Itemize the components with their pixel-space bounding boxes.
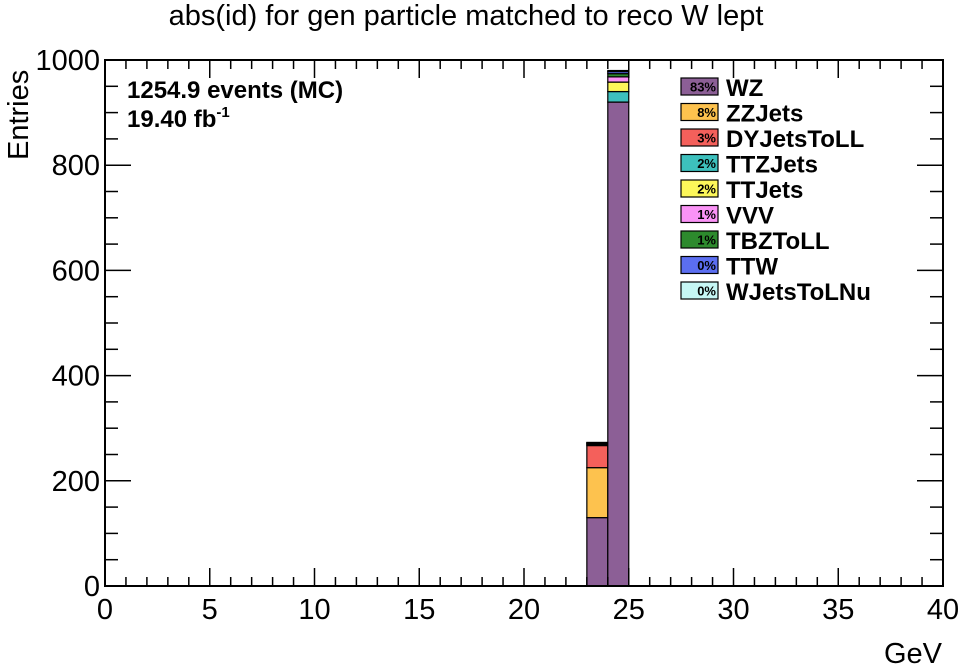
legend-label-WZ: WZ xyxy=(726,75,763,102)
legend-label-DYJetsToLL: DYJetsToLL xyxy=(726,126,864,153)
legend-label-VVV: VVV xyxy=(726,203,774,230)
x-tick-label: 10 xyxy=(298,594,330,626)
legend-label-TBZToLL: TBZToLL xyxy=(726,228,830,255)
bar-TTZJets-bin-1 xyxy=(607,90,630,103)
legend-swatch-TTW xyxy=(680,255,719,275)
legend-swatch-WJetsToLNu xyxy=(680,281,719,300)
x-axis-label: GeV xyxy=(884,638,943,669)
legend: 83% WZ 8% ZZJets 3% DYJetsToLL 2% TTZJets 2% TTJe… xyxy=(680,75,871,306)
y-tick-labels: 0 200 400 600 800 1000 xyxy=(35,45,100,603)
legend-percent-VVV: 1% xyxy=(697,207,716,222)
x-tick-label: 15 xyxy=(403,594,435,626)
legend-percent-TBZToLL: 1% xyxy=(697,233,716,248)
legend-swatch-VVV xyxy=(680,204,719,224)
luminosity-exponent: -1 xyxy=(216,104,229,121)
bar-ZZJets-bin-0 xyxy=(586,467,609,519)
axis-ticks xyxy=(104,59,944,587)
legend-label-WJetsToLNu: WJetsToLNu xyxy=(726,279,871,306)
legend-swatch-WZ xyxy=(680,77,719,96)
legend-swatch-TTJets xyxy=(680,179,719,198)
legend-label-TTJets: TTJets xyxy=(726,177,803,204)
y-tick-label: 0 xyxy=(84,571,100,603)
y-tick-label: 1000 xyxy=(35,45,100,77)
legend-swatch-TBZToLL xyxy=(680,230,719,249)
x-tick-label: 5 xyxy=(202,594,218,626)
legend-swatch-TTZJets xyxy=(680,153,719,173)
events-annotation: 1254.9 events (MC) xyxy=(127,77,343,104)
stacked-bars xyxy=(586,69,630,587)
bar-DYJetsToLL-bin-0 xyxy=(586,444,609,469)
legend-percent-WJetsToLNu: 0% xyxy=(697,284,716,299)
x-tick-label: 35 xyxy=(822,594,854,626)
legend-label-TTZJets: TTZJets xyxy=(726,152,818,179)
plot-frame xyxy=(104,59,944,587)
legend-label-TTW: TTW xyxy=(726,254,778,281)
chart-title: abs(id) for gen particle matched to reco… xyxy=(169,0,764,32)
bar-VVV-bin-1 xyxy=(607,76,630,83)
y-tick-label: 800 xyxy=(52,150,100,182)
legend-percent-TTZJets: 2% xyxy=(697,156,716,171)
x-tick-label: 40 xyxy=(927,594,959,626)
luminosity-annotation: 19.40 fb-1 xyxy=(127,104,230,133)
x-tick-labels: 0 5 10 15 20 25 30 35 40 xyxy=(97,594,959,626)
y-tick-label: 200 xyxy=(52,466,100,498)
y-tick-label: 600 xyxy=(52,255,100,287)
bar-TBZToLL-bin-0 xyxy=(586,441,609,444)
legend-percent-DYJetsToLL: 3% xyxy=(697,131,716,146)
legend-percent-ZZJets: 8% xyxy=(697,105,716,120)
legend-label-ZZJets: ZZJets xyxy=(726,101,803,128)
bar-WZ-bin-1 xyxy=(607,101,630,587)
bar-WZ-bin-0 xyxy=(586,517,609,587)
y-tick-label: 400 xyxy=(52,361,100,393)
legend-swatch-ZZJets xyxy=(680,102,719,122)
legend-percent-TTJets: 2% xyxy=(697,182,716,197)
y-axis-label: Entries xyxy=(3,70,35,160)
legend-swatch-DYJetsToLL xyxy=(680,128,719,147)
x-tick-label: 25 xyxy=(613,594,645,626)
x-tick-label: 30 xyxy=(717,594,749,626)
x-tick-label: 20 xyxy=(508,594,540,626)
legend-percent-WZ: 83% xyxy=(690,80,716,95)
bar-WJetsToLNu-bin-1 xyxy=(607,69,630,73)
legend-percent-TTW: 0% xyxy=(697,258,716,273)
x-tick-label: 0 xyxy=(97,594,113,626)
luminosity-value: 19.40 fb xyxy=(127,106,216,133)
bar-TTJets-bin-1 xyxy=(607,81,630,93)
